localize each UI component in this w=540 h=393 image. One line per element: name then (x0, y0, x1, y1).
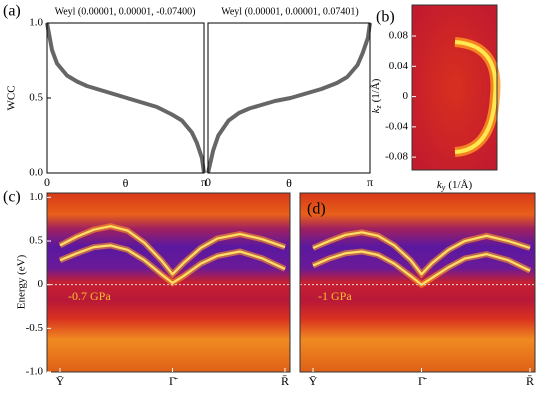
x-tick-label: R̄ (281, 374, 289, 388)
y-tick-label: -1.0 (26, 366, 44, 378)
plot-frame (411, 4, 498, 171)
plot-frame (46, 192, 291, 373)
chart-title: Weyl (0.00001, 0.00001, -0.07400) (55, 6, 196, 17)
panel-label: (b) (376, 9, 395, 26)
y-tick-label: 0 (38, 278, 44, 290)
x-axis-label: θ (123, 176, 129, 190)
x-tick-label: 0 (205, 175, 211, 189)
band-line (312, 231, 531, 276)
band-line (59, 244, 286, 285)
x-axis-label: θ (286, 176, 292, 190)
panel-label: (d) (307, 201, 326, 218)
x-axis-label: ky (1/Å) (437, 179, 473, 192)
annotation: -0.7 GPa (68, 289, 111, 303)
plot-frame (299, 192, 536, 373)
x-tick-label: R̄ (526, 374, 534, 388)
annotation: -1 GPa (318, 289, 352, 303)
y-axis-label: WCC (6, 85, 18, 110)
y-tick-label: 0.08 (389, 30, 409, 42)
y-tick-label: 1.0 (29, 191, 43, 203)
y-tick-label: 0 (403, 90, 409, 102)
wcc-line (206, 22, 372, 174)
y-tick-label: 0.0 (29, 167, 43, 179)
x-tick-label: π (367, 175, 373, 189)
y-tick-label: -0.08 (385, 151, 408, 163)
y-tick-label: 0.5 (29, 235, 43, 247)
y-axis-label: Energy (eV) (16, 254, 28, 309)
y-tick-label: 0.5 (29, 92, 43, 104)
plot-frame (207, 22, 371, 174)
x-tick-label: Γ̄ (169, 374, 178, 388)
label-subscript: y (441, 183, 446, 192)
heatmap-arc (454, 40, 498, 154)
label-unit: (1/Å) (370, 78, 382, 102)
x-tick-label: Γ̄ (418, 374, 427, 388)
y-tick-label: 0.04 (389, 60, 409, 72)
x-tick-label: Ȳ (56, 374, 65, 388)
label-unit: (1/Å) (448, 179, 472, 191)
x-tick-label: Ȳ (309, 374, 318, 388)
heatmap-background (412, 5, 497, 170)
y-tick-label: -0.04 (385, 120, 408, 132)
label-symbol: k (370, 107, 382, 113)
panel-label: (a) (3, 3, 21, 20)
label-subscript: z (374, 105, 383, 110)
label-symbol: k (437, 179, 443, 191)
wcc-line (45, 22, 206, 174)
y-tick-label: 1.0 (29, 17, 43, 29)
band-line (59, 225, 286, 276)
y-tick-label: -0.5 (26, 322, 44, 334)
band-line (312, 250, 531, 286)
chart-title: Weyl (0.00001, 0.00001, 0.07401) (221, 6, 359, 17)
y-axis-label: kz (1/Å) (370, 78, 383, 113)
panel-label: (c) (3, 189, 21, 206)
x-tick-label: π (201, 175, 207, 189)
x-tick-label: 0 (44, 175, 50, 189)
